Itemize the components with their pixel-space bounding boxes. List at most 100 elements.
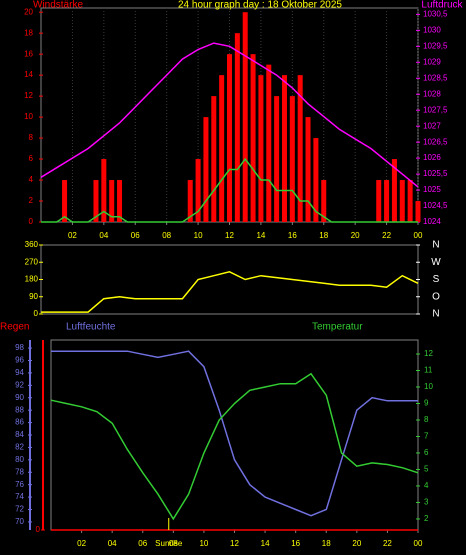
x-tick-label: 20 [352, 539, 361, 548]
x-tick-label: 04 [108, 539, 117, 548]
bar [117, 180, 123, 222]
y2-tick-label: 6 [424, 448, 429, 457]
y2-tick-label: 1029 [423, 57, 441, 66]
y-tick-label: 90 [29, 292, 38, 301]
series-line [40, 42, 419, 188]
y2-tick-label: 1027 [423, 121, 441, 130]
x-tick-label: 16 [288, 231, 297, 240]
bar [93, 180, 99, 222]
bar [62, 180, 68, 222]
bar [415, 201, 421, 222]
bar [305, 117, 311, 222]
y-tick-label: 86 [15, 418, 24, 427]
x-tick-label: 22 [382, 231, 391, 240]
bar [219, 75, 225, 222]
y-tick-label: 92 [15, 380, 24, 389]
y-tick-label: 82 [15, 443, 24, 452]
bar [195, 159, 201, 222]
y2-tick-label: 4 [424, 481, 429, 490]
y2-tick-label: 1028 [423, 89, 441, 98]
y-tick-label: 98 [15, 343, 24, 352]
y-tick-label: 180 [25, 275, 39, 284]
y-tick-label: 4 [29, 175, 34, 184]
x-tick-label: 02 [68, 231, 77, 240]
y2-tick-label: 1026 [423, 153, 441, 162]
bar [242, 12, 248, 223]
bar [407, 180, 413, 222]
title: 24 hour graph day : 18 Oktober 2025 [178, 0, 342, 11]
y-tick-label: 18 [24, 28, 33, 37]
bar [391, 159, 397, 222]
bar [274, 96, 280, 222]
y2-label: Temperatur [312, 322, 363, 333]
x-tick-label: 10 [194, 231, 203, 240]
y2-tick-label: 2 [424, 514, 429, 523]
y-tick-label: 0 [29, 217, 34, 226]
x-tick-label: 08 [169, 539, 178, 548]
y-tick-label: 84 [15, 430, 24, 439]
y-tick-label: 20 [24, 7, 33, 16]
x-tick-label: 18 [319, 231, 328, 240]
bar [227, 54, 232, 223]
y-tick-label: 8 [29, 133, 34, 142]
y2-tick-label: 8 [424, 415, 429, 424]
y2-tick-label: 1030 [423, 25, 441, 34]
y-tick-label: 74 [15, 492, 24, 501]
y-tick-label: 14 [24, 70, 33, 79]
y2-label: Luftdruck [421, 0, 463, 11]
x-tick-label: 20 [351, 231, 360, 240]
x-tick-label: 00 [414, 539, 423, 548]
y-tick-label: 360 [25, 240, 39, 249]
y2-tick-label: 5 [424, 465, 429, 474]
bar [109, 180, 115, 222]
y2-tick-label: 7 [424, 432, 429, 441]
y2-tick-label: 10 [424, 382, 433, 391]
y-tick-label: 72 [15, 505, 24, 514]
y-tick-label: 88 [15, 405, 24, 414]
x-tick-label: 10 [199, 539, 208, 548]
y-tick-label: 90 [15, 393, 24, 402]
y-tick-label: 2 [29, 196, 34, 205]
series-line [41, 271, 419, 313]
series-line [51, 350, 418, 517]
x-tick-label: 00 [414, 231, 423, 240]
y-tick-label: 70 [15, 517, 24, 526]
y-tick-label: 0 [34, 309, 39, 318]
y-label: Luftfeuchte [66, 322, 116, 333]
x-tick-label: 12 [225, 231, 234, 240]
bar [281, 75, 287, 222]
x-tick-label: 14 [261, 539, 270, 548]
x-tick-label: 06 [131, 231, 140, 240]
bar [234, 33, 240, 223]
y-tick-label: 12 [24, 91, 33, 100]
bar [399, 180, 405, 222]
y2-tick-label: 1024 [423, 217, 441, 226]
y2-tick-label: N [432, 240, 439, 251]
y-tick-label: 16 [24, 49, 33, 58]
bar [321, 180, 327, 222]
y2-tick-label: 1028,5 [423, 73, 448, 82]
y2-tick-label: 3 [424, 498, 429, 507]
annotation: Sunrise [155, 539, 183, 548]
y2-tick-label: 1026,5 [423, 137, 448, 146]
bar [376, 180, 382, 222]
x-tick-label: 22 [383, 539, 392, 548]
x-tick-label: 12 [230, 539, 239, 548]
y-tick-label: 80 [15, 455, 24, 464]
y2-tick-label: 11 [424, 366, 433, 375]
y-tick-label: 96 [15, 356, 24, 365]
x-tick-label: 02 [77, 539, 86, 548]
y2-tick-label: S [433, 274, 440, 285]
y2-tick-label: W [431, 257, 441, 268]
y2-tick-label: 1030,5 [423, 9, 448, 18]
x-tick-label: 16 [291, 539, 300, 548]
series-line [41, 157, 418, 223]
bar [203, 117, 209, 222]
y3-label: Regen [0, 322, 29, 333]
y-tick-label: 94 [15, 368, 24, 377]
y2-tick-label: 12 [424, 349, 433, 358]
bar [384, 180, 390, 222]
bar [250, 54, 256, 223]
y-tick-label: 76 [15, 480, 24, 489]
y-tick-label: 270 [25, 257, 39, 266]
